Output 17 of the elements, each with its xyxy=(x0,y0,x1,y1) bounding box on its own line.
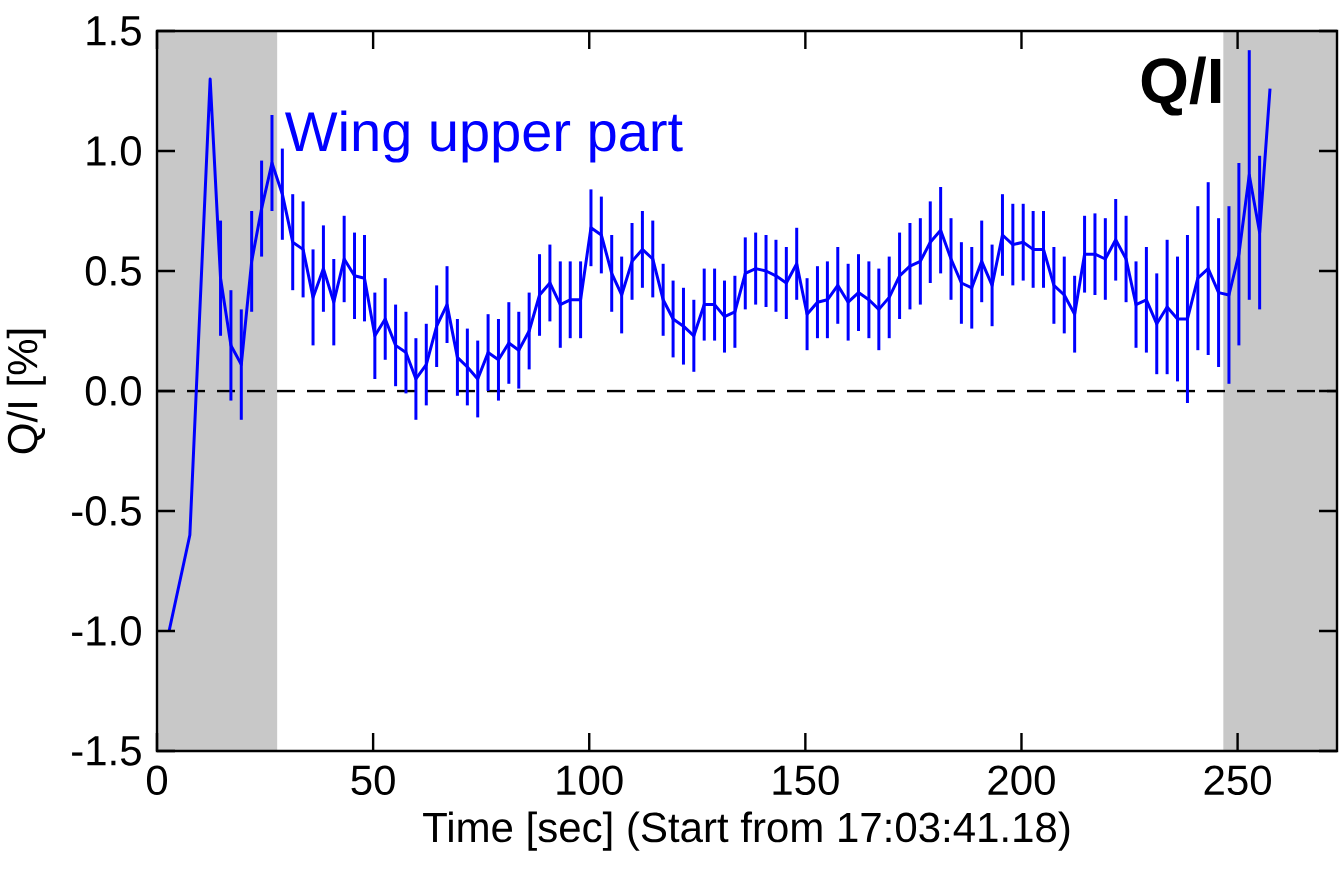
y-axis-title: Q/I [%] xyxy=(6,329,46,454)
x-tick-label: 150 xyxy=(773,765,839,796)
y-tick-label: 1.0 xyxy=(87,136,141,166)
x-tick-label: 200 xyxy=(988,765,1055,796)
y-tick-label: -1.5 xyxy=(72,736,141,766)
x-axis-title: Time [sec] (Start from 17:03:41.18) xyxy=(423,811,1070,851)
y-tick-label: -0.5 xyxy=(72,496,141,526)
y-tick-label: 1.5 xyxy=(87,16,141,46)
annotation: Q/I xyxy=(1141,56,1221,116)
x-tick-label: 0 xyxy=(146,765,168,796)
y-tick-label: -1.0 xyxy=(72,616,141,646)
x-tick-label: 250 xyxy=(1204,765,1271,796)
y-tick-label: 0.0 xyxy=(85,376,141,406)
x-tick-label: 100 xyxy=(557,765,623,796)
x-tick-label: 50 xyxy=(351,765,395,796)
series-label: Wing upper part xyxy=(285,110,683,163)
y-tick-label: 0.5 xyxy=(85,256,141,286)
